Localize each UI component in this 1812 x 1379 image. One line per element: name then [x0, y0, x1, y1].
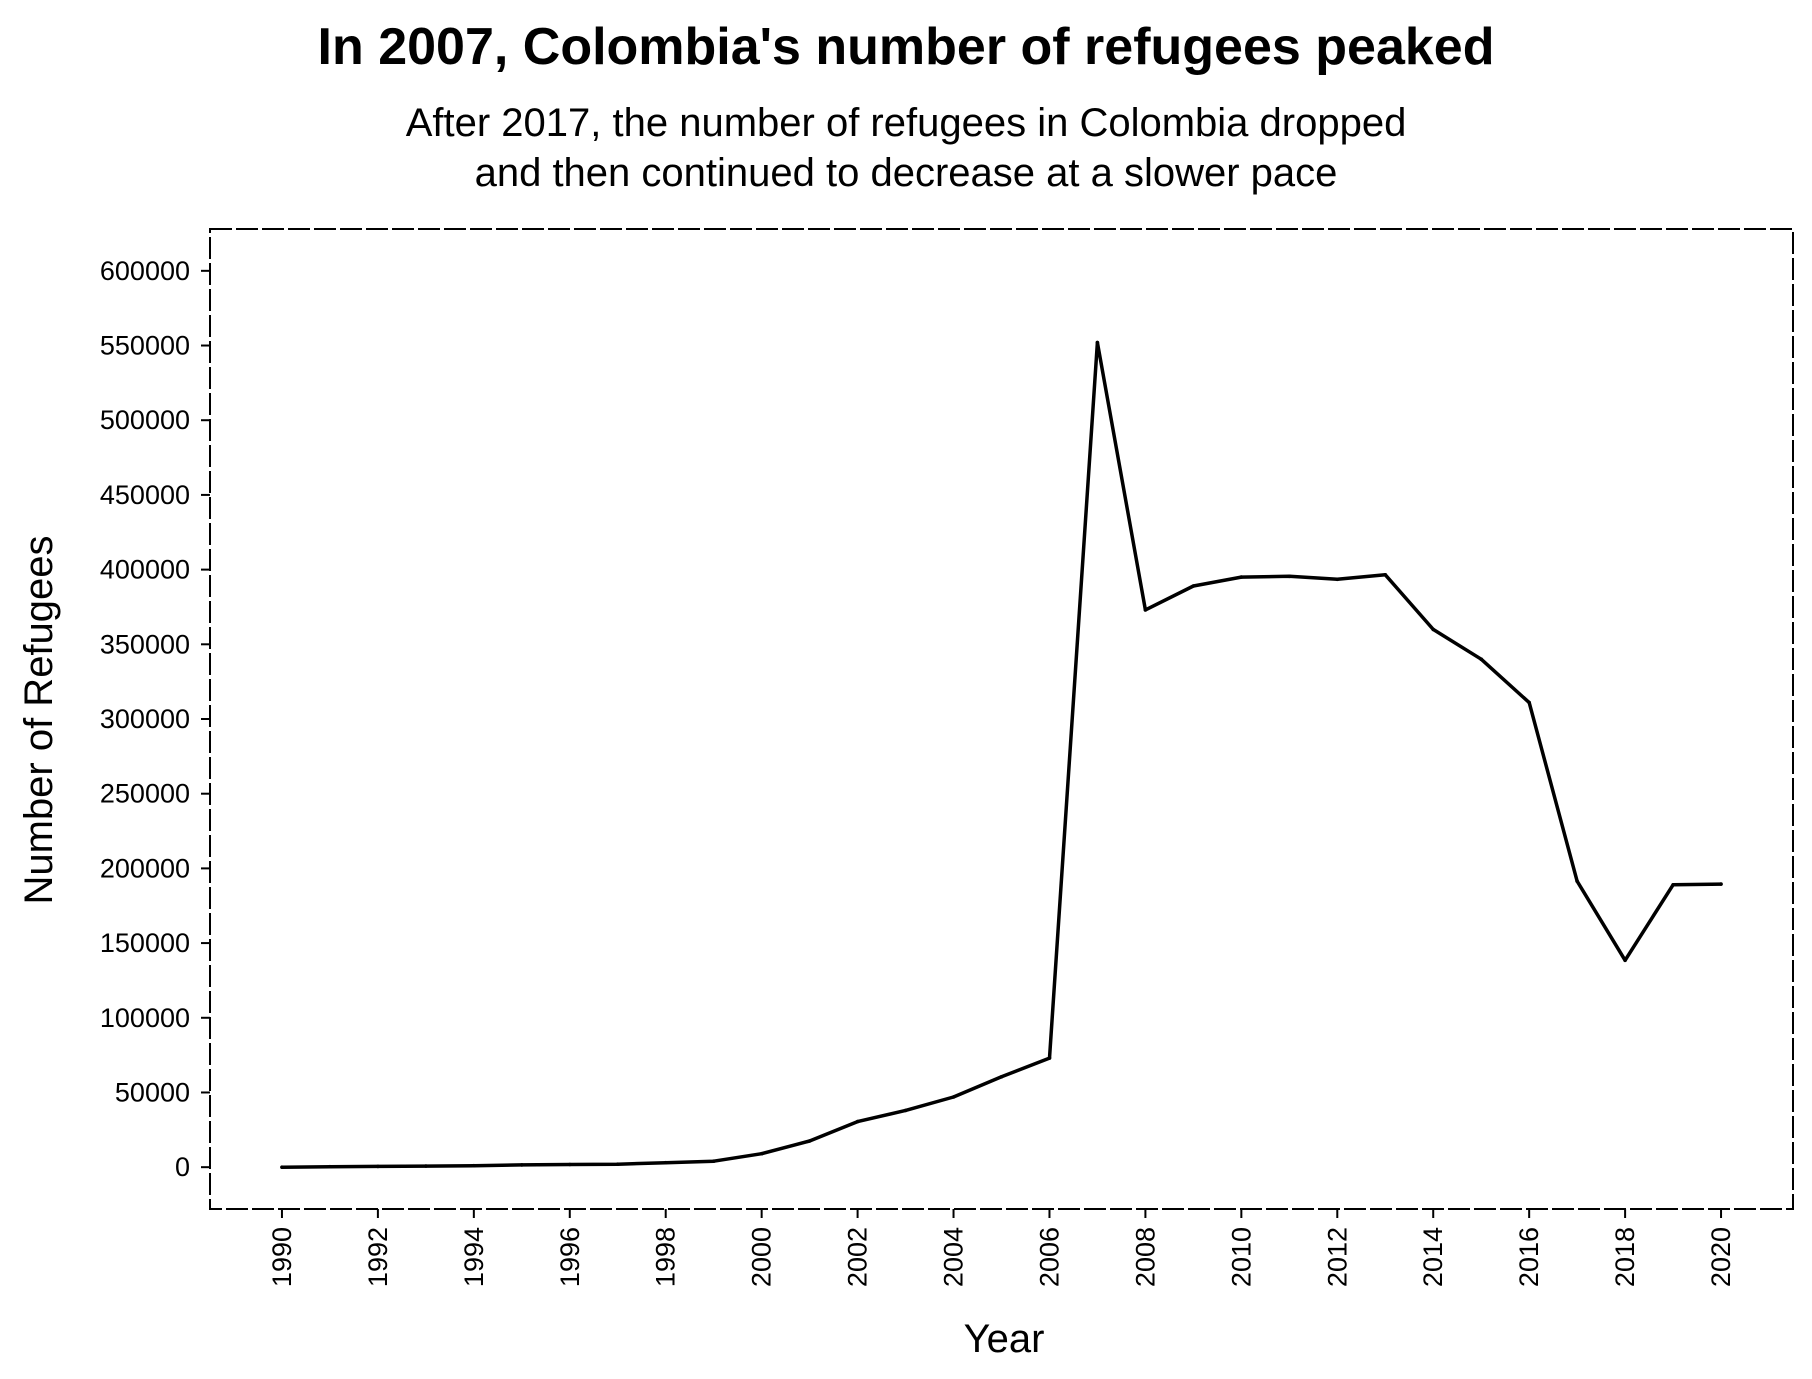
data-point-2002	[855, 1119, 860, 1124]
y-tick-label-11: 550000	[100, 331, 190, 361]
refugees-line	[280, 340, 1723, 1169]
x-tick-label-9: 2008	[1130, 1227, 1160, 1287]
y-tick-label-6: 300000	[100, 704, 190, 734]
chart-title: In 2007, Colombia's number of refugees p…	[317, 18, 1495, 76]
x-tick-label-5: 2000	[747, 1227, 777, 1287]
data-point-2011	[1287, 574, 1292, 579]
data-point-1993	[424, 1164, 428, 1168]
subtitle-line-2: and then continued to decrease at a slow…	[474, 151, 1338, 195]
data-point-2010	[1239, 575, 1244, 579]
data-point-2006	[1047, 1056, 1052, 1060]
x-tick-label-12: 2014	[1418, 1227, 1448, 1287]
x-tick-label-8: 2006	[1034, 1227, 1064, 1287]
x-tick-label-14: 2018	[1610, 1227, 1640, 1287]
data-point-2014	[1431, 627, 1435, 632]
x-tick-label-10: 2010	[1226, 1227, 1256, 1287]
y-tick-label-1: 50000	[115, 1077, 190, 1107]
data-point-2013	[1383, 573, 1388, 577]
series-layer	[280, 340, 1723, 1169]
data-point-1997	[615, 1162, 620, 1166]
chart-subtitle: After 2017, the number of refugees in Co…	[0, 98, 1812, 198]
data-point-2001	[807, 1139, 812, 1143]
data-point-1995	[520, 1163, 524, 1167]
x-tick-label-15: 2020	[1706, 1227, 1736, 1287]
y-tick-label-7: 350000	[100, 629, 190, 659]
plot-border	[209, 228, 1794, 1210]
y-tick-label-0: 0	[175, 1152, 190, 1182]
data-point-1994	[472, 1163, 476, 1168]
y-tick-label-10: 500000	[100, 405, 190, 435]
y-tick-label-12: 600000	[100, 256, 190, 286]
y-tick-label-2: 100000	[100, 1003, 190, 1033]
data-point-2009	[1191, 584, 1196, 588]
data-point-2016	[1527, 700, 1531, 705]
data-point-2004	[951, 1095, 956, 1099]
y-tick-label-4: 200000	[100, 853, 190, 883]
data-point-1990	[280, 1165, 284, 1169]
data-point-2008	[1143, 608, 1148, 612]
x-tick-label-13: 2016	[1514, 1227, 1544, 1287]
subtitle-line-1: After 2017, the number of refugees in Co…	[405, 101, 1407, 145]
data-point-2000	[759, 1151, 764, 1156]
y-tick-label-8: 400000	[100, 555, 190, 585]
data-point-2007	[1095, 340, 1100, 345]
x-axis-label: Year	[964, 1317, 1045, 1361]
y-axis: 0 50000 100000 150000 200000 250000 300000 3500…	[100, 256, 210, 1182]
data-point-2015	[1479, 657, 1483, 661]
data-point-1999	[711, 1159, 716, 1163]
data-point-2012	[1335, 577, 1340, 582]
x-tick-label-6: 2002	[843, 1227, 873, 1287]
x-tick-label-0: 1990	[267, 1227, 297, 1287]
data-point-2017	[1575, 879, 1579, 883]
x-axis: 1990 1992 1994 1996 1998 2000 2002 2004 2006 2008…	[267, 1209, 1736, 1287]
data-point-1992	[376, 1164, 380, 1169]
data-point-2020	[1719, 882, 1723, 886]
y-tick-label-3: 150000	[100, 928, 190, 958]
x-tick-label-3: 1996	[555, 1227, 585, 1287]
y-tick-label-5: 250000	[100, 779, 190, 809]
data-point-1996	[568, 1162, 572, 1167]
data-point-1998	[663, 1160, 668, 1165]
data-point-1991	[328, 1164, 332, 1169]
x-tick-label-11: 2012	[1322, 1227, 1352, 1287]
x-tick-label-7: 2004	[939, 1227, 969, 1287]
data-point-2005	[999, 1075, 1004, 1079]
data-point-2003	[903, 1108, 908, 1113]
data-point-2019	[1671, 883, 1675, 887]
y-tick-label-9: 450000	[100, 480, 190, 510]
y-axis-label: Number of Refugees	[17, 535, 61, 904]
x-tick-label-4: 1998	[651, 1227, 681, 1287]
x-tick-label-2: 1994	[459, 1227, 489, 1287]
data-point-2018	[1623, 958, 1627, 963]
x-tick-label-1: 1992	[363, 1227, 393, 1287]
